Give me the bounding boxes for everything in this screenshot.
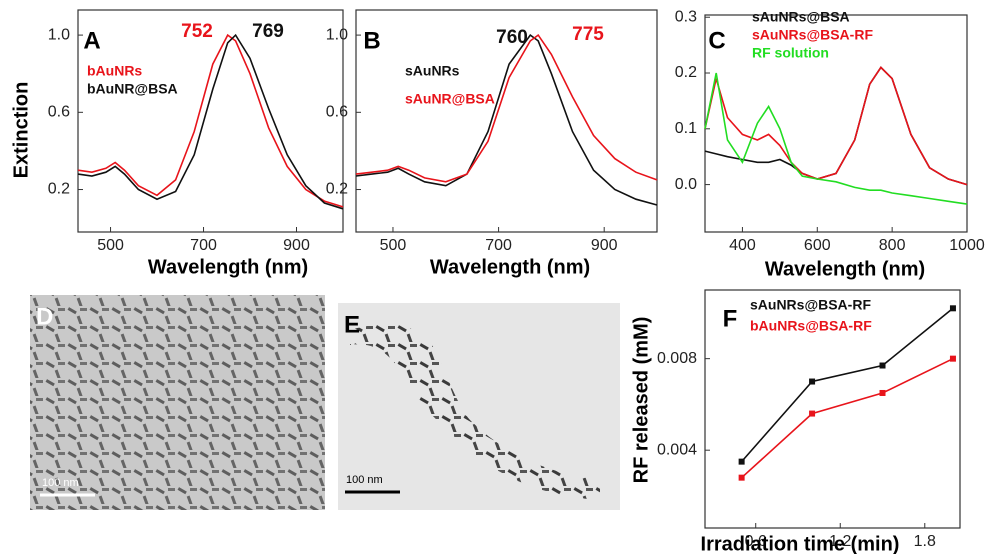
legend-entry: RF solution [752,45,829,61]
y-tick-label: 0.6 [326,104,348,121]
y-tick-label: 0.004 [657,441,697,458]
y-tick-label: 0.3 [675,8,697,25]
panel-label: D [36,303,53,330]
y-tick-label: 0.6 [48,104,70,121]
y-tick-label: 0.008 [657,350,697,367]
series-line [704,66,968,186]
x-tick-label: 900 [283,237,310,254]
legend-entry: sAuNRs@BSA [752,9,850,25]
legend-entry: sAuNRs@BSA-RF [750,297,871,313]
x-tick-label: 900 [591,237,618,254]
series-line [355,33,658,183]
legend-entry: sAuNRs [405,63,460,79]
annotation: 775 [572,24,604,45]
legend-entry: bAuNRs [87,63,142,79]
y-axis-title: RF released (mM) [630,317,652,484]
y-tick-label: 0.2 [48,181,70,198]
panel-label: B [363,27,380,54]
x-tick-label: 400 [729,237,756,254]
data-point [879,389,886,396]
legend-entry: sAuNRs@BSA-RF [752,27,873,43]
y-tick-label: 0.1 [675,120,697,137]
annotation: 752 [181,21,213,42]
x-tick-label: 600 [804,237,831,254]
panel-label: C [708,27,725,54]
y-tick-label: 1.0 [48,26,70,43]
panel-label: F [723,305,738,332]
y-tick-label: 1.0 [326,26,348,43]
series-line [77,33,344,210]
data-point [879,362,886,369]
legend-entry: sAuNR@BSA [405,91,495,107]
annotation: 760 [496,27,528,48]
y-tick-label: 0.0 [675,176,697,193]
data-point [738,458,745,465]
y-tick-label: 0.2 [326,181,348,198]
x-axis-title: Wavelength (nm) [430,256,590,278]
legend-entry: bAuNR@BSA [87,81,178,97]
x-tick-label: 700 [190,237,217,254]
tem-image-d: 100 nm D [30,295,325,510]
data-point [809,410,816,417]
series-line [77,33,344,208]
x-tick-label: 1.2 [829,533,851,550]
data-point [809,378,816,385]
x-axis-title: Wavelength (nm) [148,256,308,278]
x-tick-label: 500 [380,237,407,254]
y-axis-title: Extinction [10,82,32,179]
annotation: 769 [252,21,284,42]
x-tick-label: 0.6 [745,533,767,550]
scale-bar-label: 100 nm [346,474,383,486]
x-axis-title: Wavelength (nm) [765,258,925,280]
plot-frame [704,14,968,233]
x-tick-label: 700 [485,237,512,254]
data-point [949,355,956,362]
plot-frame [77,9,344,233]
data-point [949,305,956,312]
x-axis-title: Irradiation time (min) [701,533,900,554]
x-tick-label: 1000 [949,237,985,254]
tem-image-e: 100 nm E [338,303,620,510]
x-tick-label: 1.8 [914,533,936,550]
x-tick-label: 500 [97,237,124,254]
data-point [738,474,745,481]
panel-label: E [344,311,360,338]
y-tick-label: 0.2 [675,64,697,81]
x-tick-label: 800 [879,237,906,254]
series-line [355,33,658,206]
series-line [704,72,968,205]
scale-bar-label: 100 nm [42,477,79,489]
series-line [740,307,954,463]
plot-frame [704,289,961,529]
plot-frame [355,9,658,233]
legend-entry: bAuNRs@BSA-RF [750,318,872,334]
series-line [704,66,968,186]
series-line [741,357,954,479]
panel-label: A [83,27,100,54]
